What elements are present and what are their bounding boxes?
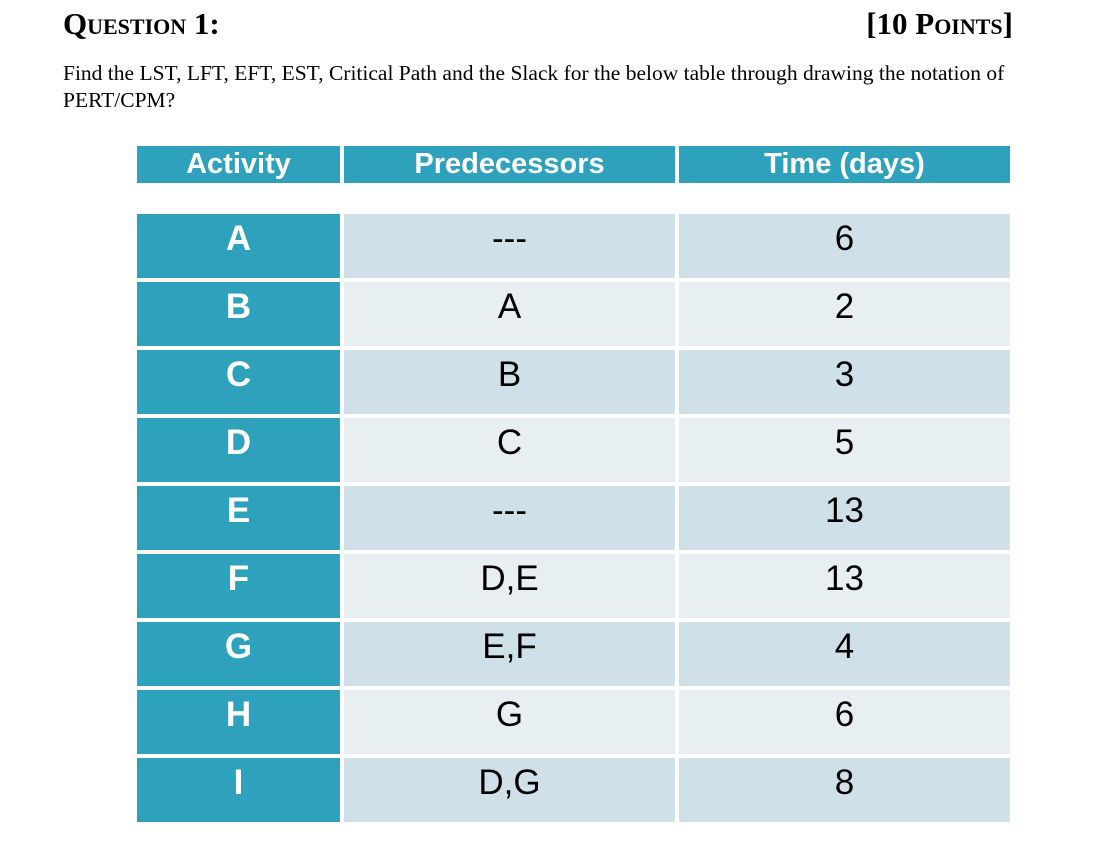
- activity-cell: E: [137, 486, 340, 550]
- activity-cell: B: [137, 282, 340, 346]
- time-cell: 3: [679, 350, 1010, 414]
- time-cell: 5: [679, 418, 1010, 482]
- time-cell: 6: [679, 690, 1010, 754]
- activity-cell: H: [137, 690, 340, 754]
- time-cell: 13: [679, 554, 1010, 618]
- time-cell: 4: [679, 622, 1010, 686]
- column-header-activity: Activity: [137, 146, 340, 183]
- time-cell: 6: [679, 214, 1010, 278]
- predecessors-cell: ---: [344, 486, 675, 550]
- column-header-time: Time (days): [679, 146, 1010, 183]
- predecessors-cell: D,E: [344, 554, 675, 618]
- activity-cell: D: [137, 418, 340, 482]
- predecessors-cell: D,G: [344, 758, 675, 822]
- predecessors-cell: B: [344, 350, 675, 414]
- activity-cell: G: [137, 622, 340, 686]
- heading-row: Question 1: [10 Points]: [63, 6, 1013, 42]
- activity-cell: F: [137, 554, 340, 618]
- column-header-predecessors: Predecessors: [344, 146, 675, 183]
- activity-cell: A: [137, 214, 340, 278]
- predecessors-cell: ---: [344, 214, 675, 278]
- predecessors-cell: A: [344, 282, 675, 346]
- points-label: [10 Points]: [866, 6, 1013, 41]
- time-cell: 2: [679, 282, 1010, 346]
- question-title: Question 1:: [63, 6, 220, 41]
- predecessors-cell: G: [344, 690, 675, 754]
- activity-cell: I: [137, 758, 340, 822]
- predecessors-cell: C: [344, 418, 675, 482]
- activity-table: Activity Predecessors Time (days) A --- …: [137, 146, 1010, 822]
- time-cell: 8: [679, 758, 1010, 822]
- predecessors-cell: E,F: [344, 622, 675, 686]
- activity-cell: C: [137, 350, 340, 414]
- time-cell: 13: [679, 486, 1010, 550]
- question-text: Find the LST, LFT, EFT, EST, Critical Pa…: [63, 61, 1005, 112]
